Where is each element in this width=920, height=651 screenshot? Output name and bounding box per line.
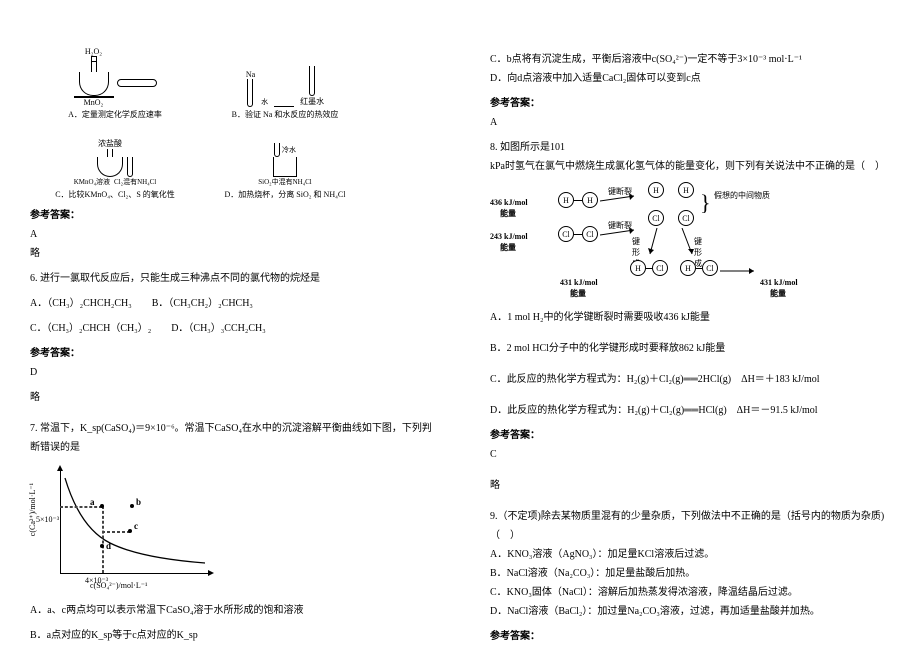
fig-d: 冷水 SiO₂中混有NH₄Cl D．加热烧杯，分离 SiO₂ 和 NH₄Cl: [200, 120, 370, 200]
fig-c: 浓盐酸 KMnO₄溶液 Cl₂混有NH₄Cl C．比较KMnO₄、Cl₂、S 的…: [30, 120, 200, 200]
q7-c: C．b点将有沉淀生成，平衡后溶液中c(SO₄²⁻)一定不等于3×10⁻³ mol…: [490, 50, 900, 69]
q7-ytick: 5×10⁻³: [36, 515, 59, 524]
pt-d: d: [106, 541, 111, 551]
q6-a: A．（CH₃）₂CHCH₂CH₃: [30, 298, 132, 309]
q7-d: D．向d点溶液中加入适量CaCl₂固体可以变到c点: [490, 69, 900, 88]
e1: 436 kJ/mol: [490, 198, 528, 207]
q8-d: D．此反应的热化学方程式为：H₂(g)＋Cl₂(g)══HCl(g) ΔH＝－9…: [490, 401, 900, 420]
e1t: 能量: [500, 208, 516, 219]
q7-a: A．a、c两点均可以表示常温下CaSO₄溶于水所形成的饱和溶液: [30, 601, 440, 620]
mid-label: 假想的中间物质: [714, 190, 774, 201]
fig-b: Na 水 红墨水 B．验证 Na 和水反应的热效应: [200, 40, 370, 120]
fig-a: H₂O₂ MnO₂ A．定量测定化学反应速率: [30, 40, 200, 120]
q7-stem: 7. 常温下，K_sp(CaSO₄)＝9×10⁻⁶。常温下CaSO₄在水中的沉淀…: [30, 419, 440, 457]
ref4-note: 略: [490, 476, 900, 495]
mid-H1: H: [648, 182, 664, 198]
label-sio2: SiO₂中混有NH₄Cl: [258, 177, 312, 187]
ref4-title: 参考答案：: [490, 426, 900, 441]
q5-figure-grid: H₂O₂ MnO₂ A．定量测定化学反应速率 Na 水: [30, 40, 390, 200]
ref4-answer: C: [490, 445, 900, 464]
label-red: 红墨水: [300, 96, 324, 107]
e2: 243 kJ/mol: [490, 232, 528, 241]
ref1-answer: A: [30, 225, 440, 244]
ref2-answer: D: [30, 363, 440, 382]
hcl-Cl1: Cl: [652, 260, 668, 276]
label-cold: 冷水: [282, 145, 296, 155]
q6-d: D．（CH₃）₃CCH₂CH₃: [171, 323, 266, 334]
ref3-answer: A: [490, 113, 900, 132]
node-Cl2: Cl: [582, 226, 598, 242]
label-kmno4: KMnO₄溶液: [74, 177, 110, 187]
ref1-title: 参考答案：: [30, 206, 440, 221]
label-na: Na: [246, 70, 255, 79]
q8-a: A．1 mol H₂中的化学键断裂时需要吸收436 kJ能量: [490, 308, 900, 327]
ref5-title: 参考答案：: [490, 627, 900, 642]
q8-stem2: kPa时氢气在氯气中燃烧生成氯化氢气体的能量变化，则下列有关说法中不正确的是（ …: [490, 157, 900, 176]
q6-c: C．（CH₃）₂CHCH（CH₃）₂: [30, 323, 151, 334]
hcl-Cl2: Cl: [702, 260, 718, 276]
pt-b: b: [136, 497, 141, 507]
q8-diagram: 436 kJ/mol 能量 243 kJ/mol 能量 431 kJ/mol 能…: [490, 180, 870, 300]
fig-c-caption: C．比较KMnO₄、Cl₂、S 的氧化性: [55, 189, 175, 200]
right-column: C．b点将有沉淀生成，平衡后溶液中c(SO₄²⁻)一定不等于3×10⁻³ mol…: [460, 0, 920, 651]
fig-a-caption: A．定量测定化学反应速率: [68, 109, 162, 120]
e3: 431 kJ/mol: [560, 278, 598, 287]
q7-xtick: 4×10⁻³: [85, 576, 108, 585]
fig-d-caption: D．加热烧杯，分离 SiO₂ 和 NH₄Cl: [225, 189, 346, 200]
q9-b: B．NaCl溶液（Na₂CO₃）：加足量盐酸后加热。: [490, 564, 900, 583]
q6-b: B．（CH₃CH₂）₂CHCH₃: [152, 298, 253, 309]
label-mno2: MnO₂: [84, 98, 104, 107]
e2t: 能量: [500, 242, 516, 253]
q8-c: C．此反应的热化学方程式为：H₂(g)＋Cl₂(g)══2HCl(g) ΔH＝＋…: [490, 370, 900, 389]
q9-stem: 9.（不定项)除去某物质里混有的少量杂质，下列做法中不正确的是（括号内的物质为杂…: [490, 507, 900, 545]
label-cl2: Cl₂混有NH₄Cl: [114, 177, 156, 187]
pt-c: c: [134, 521, 138, 531]
left-column: H₂O₂ MnO₂ A．定量测定化学反应速率 Na 水: [0, 0, 460, 651]
q6-stem: 6. 进行一氯取代反应后，只能生成三种沸点不同的氯代物的烷烃是: [30, 269, 440, 288]
hcl-H2: H: [680, 260, 696, 276]
node-H: H: [558, 192, 574, 208]
e4t: 能量: [770, 288, 786, 299]
mid-H2: H: [678, 182, 694, 198]
node-Cl: Cl: [558, 226, 574, 242]
mid-Cl1: Cl: [648, 210, 664, 226]
mid-Cl2: Cl: [678, 210, 694, 226]
q9-d: D．NaCl溶液（BaCl₂）：加过量Na₂CO₃溶液，过滤，再加适量盐酸并加热…: [490, 602, 900, 621]
q9-a: A．KNO₃溶液（AgNO₃）：加足量KCl溶液后过滤。: [490, 545, 900, 564]
label-h2o2: H₂O₂: [85, 47, 102, 56]
e3t: 能量: [570, 288, 586, 299]
q8-stem1: 8. 如图所示是101: [490, 138, 900, 157]
node-H2: H: [582, 192, 598, 208]
q7-graph: c(Ca²⁺)/mol·L⁻¹ c(SO₄²⁻)/mol·L⁻¹ 5×10⁻³ …: [30, 463, 220, 593]
label-water: 水: [261, 97, 268, 107]
hcl-H1: H: [630, 260, 646, 276]
ref1-note: 略: [30, 244, 440, 263]
ref3-title: 参考答案：: [490, 94, 900, 109]
q8-b: B．2 mol HCl分子中的化学键形成时要释放862 kJ能量: [490, 339, 900, 358]
pt-a: a: [90, 497, 95, 507]
fig-b-caption: B．验证 Na 和水反应的热效应: [232, 109, 339, 120]
label-salt: 浓盐酸: [98, 138, 122, 149]
q9-c: C．KNO₃固体（NaCl）：溶解后加热蒸发得浓溶液，降温结晶后过滤。: [490, 583, 900, 602]
ref2-note: 略: [30, 388, 440, 407]
e4: 431 kJ/mol: [760, 278, 798, 287]
ref2-title: 参考答案：: [30, 344, 440, 359]
q7-ylabel: c(Ca²⁺)/mol·L⁻¹: [28, 483, 37, 536]
q7-b: B．a点对应的K_sp等于c点对应的K_sp: [30, 626, 440, 645]
